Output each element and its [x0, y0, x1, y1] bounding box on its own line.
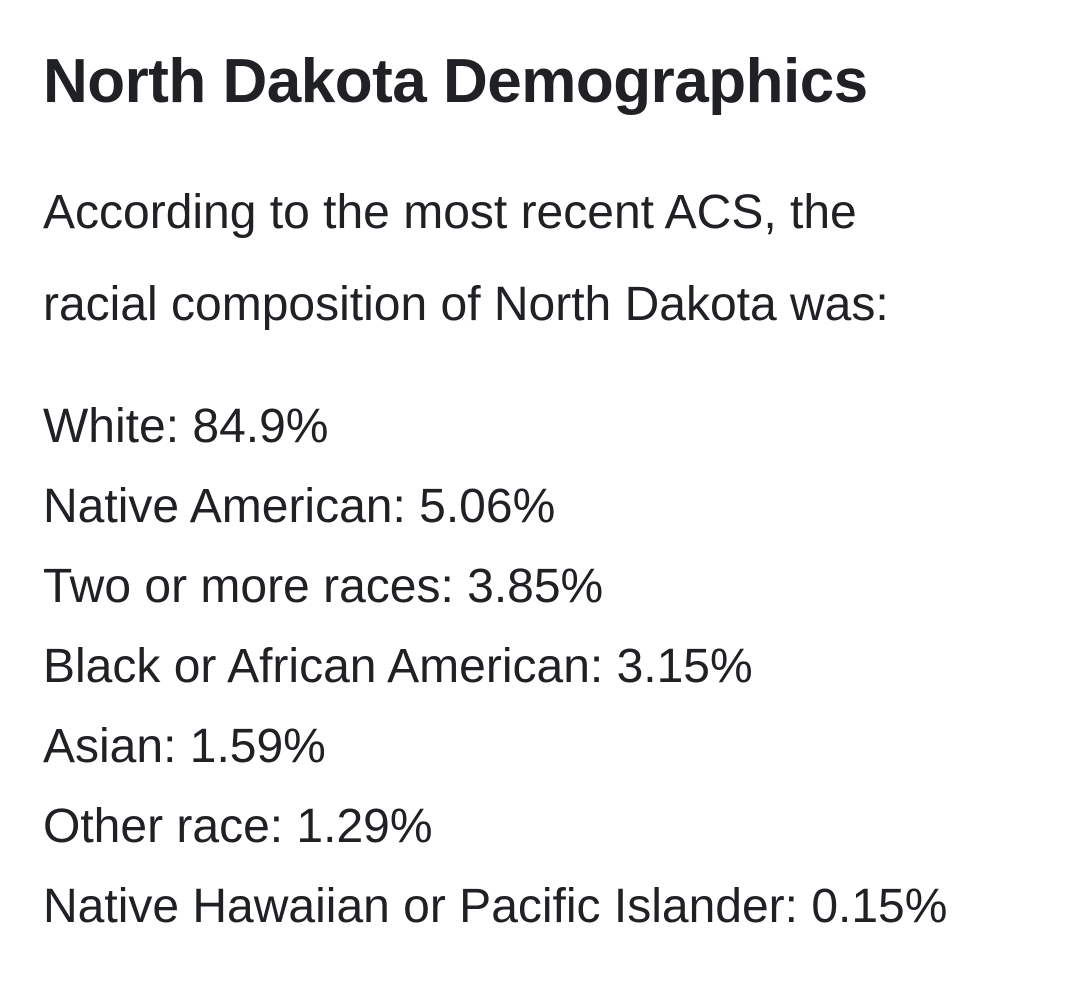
- list-item-native-hawaiian-or-pacific-islander: Native Hawaiian or Pacific Islander: 0.1…: [43, 880, 948, 933]
- list-item-black-or-african-american: Black or African American: 3.15%: [43, 640, 753, 693]
- list-item-two-or-more-races: Two or more races: 3.85%: [43, 560, 604, 613]
- page-title: North Dakota Demographics: [43, 47, 868, 116]
- list-item-other-race: Other race: 1.29%: [43, 800, 433, 853]
- list-item-white: White: 84.9%: [43, 400, 329, 453]
- demographics-list: White: 84.9% Native American: 5.06% Two …: [43, 387, 1050, 947]
- intro-paragraph: According to the most recent ACS, the ra…: [43, 186, 889, 331]
- list-item-native-american: Native American: 5.06%: [43, 480, 556, 533]
- list-item-asian: Asian: 1.59%: [43, 720, 326, 773]
